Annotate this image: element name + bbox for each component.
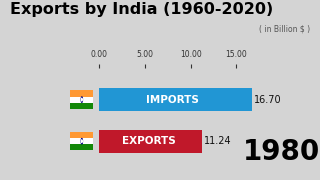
Text: IMPORTS: IMPORTS: [146, 95, 199, 105]
Text: EXPORTS: EXPORTS: [122, 136, 175, 146]
Text: 16.70: 16.70: [254, 95, 282, 105]
Text: 11.24: 11.24: [204, 136, 232, 146]
Circle shape: [81, 139, 83, 144]
Text: Exports by India (1960-2020): Exports by India (1960-2020): [10, 2, 273, 17]
Bar: [70, 96, 93, 103]
Text: 1980: 1980: [243, 138, 320, 166]
Bar: [70, 138, 93, 144]
Bar: [70, 132, 93, 138]
Bar: [70, 103, 93, 109]
Bar: [70, 132, 93, 138]
Bar: [70, 90, 93, 96]
Bar: [99, 130, 202, 153]
Text: ( in Billion $ ): ( in Billion $ ): [259, 24, 310, 33]
Bar: [99, 88, 252, 111]
Bar: [70, 90, 93, 96]
Circle shape: [81, 97, 83, 102]
Bar: [70, 144, 93, 150]
